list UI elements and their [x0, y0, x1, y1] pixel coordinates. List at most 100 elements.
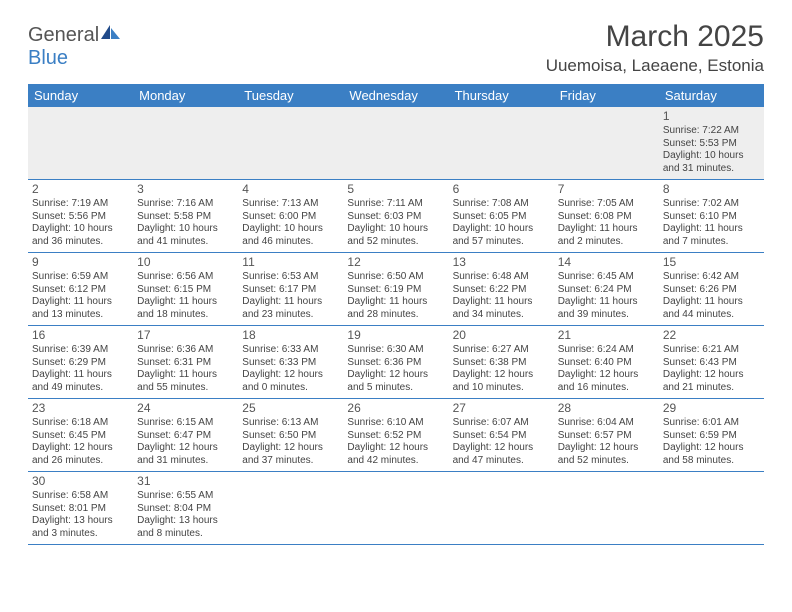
day-number: 10 [137, 255, 234, 270]
sunrise-text: Sunrise: 6:10 AM [347, 417, 444, 430]
day-number: 7 [558, 182, 655, 197]
sunrise-text: Sunrise: 6:13 AM [242, 417, 339, 430]
calendar-day: 11Sunrise: 6:53 AMSunset: 6:17 PMDayligh… [238, 253, 343, 326]
calendar-day: 2Sunrise: 7:19 AMSunset: 5:56 PMDaylight… [28, 180, 133, 253]
calendar-day [343, 472, 448, 545]
daylight-text: Daylight: 11 hours [558, 296, 655, 309]
sunrise-text: Sunrise: 6:01 AM [663, 417, 760, 430]
day-number: 31 [137, 474, 234, 489]
sunrise-text: Sunrise: 7:05 AM [558, 198, 655, 211]
calendar-day: 28Sunrise: 6:04 AMSunset: 6:57 PMDayligh… [554, 399, 659, 472]
day-number: 23 [32, 401, 129, 416]
header: GeneralBlue March 2025 Uuemoisa, Laeaene… [28, 20, 764, 76]
daylight-text: Daylight: 11 hours [663, 223, 760, 236]
calendar-day: 26Sunrise: 6:10 AMSunset: 6:52 PMDayligh… [343, 399, 448, 472]
daylight-text: Daylight: 12 hours [558, 442, 655, 455]
sunrise-text: Sunrise: 6:36 AM [137, 344, 234, 357]
day-number: 16 [32, 328, 129, 343]
day-number: 18 [242, 328, 339, 343]
sunrise-text: Sunrise: 6:18 AM [32, 417, 129, 430]
calendar-day: 23Sunrise: 6:18 AMSunset: 6:45 PMDayligh… [28, 399, 133, 472]
daylight-text: and 42 minutes. [347, 455, 444, 468]
sunrise-text: Sunrise: 6:53 AM [242, 271, 339, 284]
daylight-text: and 0 minutes. [242, 382, 339, 395]
daylight-text: Daylight: 12 hours [453, 442, 550, 455]
daylight-text: Daylight: 11 hours [137, 296, 234, 309]
daylight-text: and 49 minutes. [32, 382, 129, 395]
sunrise-text: Sunrise: 6:33 AM [242, 344, 339, 357]
sunset-text: Sunset: 6:40 PM [558, 357, 655, 370]
daylight-text: Daylight: 12 hours [558, 369, 655, 382]
sunset-text: Sunset: 6:33 PM [242, 357, 339, 370]
sunrise-text: Sunrise: 7:16 AM [137, 198, 234, 211]
sunset-text: Sunset: 6:24 PM [558, 284, 655, 297]
daylight-text: and 46 minutes. [242, 236, 339, 249]
calendar-day: 7Sunrise: 7:05 AMSunset: 6:08 PMDaylight… [554, 180, 659, 253]
sunrise-text: Sunrise: 6:58 AM [32, 490, 129, 503]
daylight-text: Daylight: 11 hours [558, 223, 655, 236]
sunrise-text: Sunrise: 6:42 AM [663, 271, 760, 284]
sunset-text: Sunset: 6:03 PM [347, 211, 444, 224]
daylight-text: and 47 minutes. [453, 455, 550, 468]
daylight-text: Daylight: 12 hours [663, 442, 760, 455]
day-number: 21 [558, 328, 655, 343]
daylight-text: and 16 minutes. [558, 382, 655, 395]
sunrise-text: Sunrise: 7:02 AM [663, 198, 760, 211]
calendar-day: 12Sunrise: 6:50 AMSunset: 6:19 PMDayligh… [343, 253, 448, 326]
calendar-day: 10Sunrise: 6:56 AMSunset: 6:15 PMDayligh… [133, 253, 238, 326]
sunset-text: Sunset: 6:19 PM [347, 284, 444, 297]
sunrise-text: Sunrise: 7:13 AM [242, 198, 339, 211]
sunset-text: Sunset: 5:58 PM [137, 211, 234, 224]
sunset-text: Sunset: 6:26 PM [663, 284, 760, 297]
day-number: 27 [453, 401, 550, 416]
calendar-day: 24Sunrise: 6:15 AMSunset: 6:47 PMDayligh… [133, 399, 238, 472]
daylight-text: and 8 minutes. [137, 528, 234, 541]
day-number: 19 [347, 328, 444, 343]
calendar-week: 1Sunrise: 7:22 AMSunset: 5:53 PMDaylight… [28, 107, 764, 180]
calendar-day: 9Sunrise: 6:59 AMSunset: 6:12 PMDaylight… [28, 253, 133, 326]
daylight-text: Daylight: 12 hours [663, 369, 760, 382]
day-number: 3 [137, 182, 234, 197]
sunrise-text: Sunrise: 6:55 AM [137, 490, 234, 503]
weekday-header: Wednesday [343, 84, 448, 107]
calendar-day: 22Sunrise: 6:21 AMSunset: 6:43 PMDayligh… [659, 326, 764, 399]
daylight-text: Daylight: 12 hours [347, 442, 444, 455]
daylight-text: Daylight: 10 hours [32, 223, 129, 236]
calendar-week: 9Sunrise: 6:59 AMSunset: 6:12 PMDaylight… [28, 253, 764, 326]
sunrise-text: Sunrise: 7:19 AM [32, 198, 129, 211]
logo-text: GeneralBlue [28, 24, 121, 70]
daylight-text: and 3 minutes. [32, 528, 129, 541]
logo-part2: Blue [28, 47, 68, 69]
calendar-day: 29Sunrise: 6:01 AMSunset: 6:59 PMDayligh… [659, 399, 764, 472]
sunset-text: Sunset: 6:22 PM [453, 284, 550, 297]
daylight-text: and 28 minutes. [347, 309, 444, 322]
sunrise-text: Sunrise: 6:30 AM [347, 344, 444, 357]
calendar-table: Sunday Monday Tuesday Wednesday Thursday… [28, 84, 764, 545]
weekday-row: Sunday Monday Tuesday Wednesday Thursday… [28, 84, 764, 107]
logo: GeneralBlue [28, 24, 121, 70]
calendar-day: 3Sunrise: 7:16 AMSunset: 5:58 PMDaylight… [133, 180, 238, 253]
sunset-text: Sunset: 8:04 PM [137, 503, 234, 516]
daylight-text: Daylight: 10 hours [663, 150, 760, 163]
calendar-day [449, 107, 554, 180]
day-number: 1 [663, 109, 760, 124]
daylight-text: and 55 minutes. [137, 382, 234, 395]
day-number: 30 [32, 474, 129, 489]
daylight-text: Daylight: 12 hours [347, 369, 444, 382]
day-number: 22 [663, 328, 760, 343]
calendar-week: 30Sunrise: 6:58 AMSunset: 8:01 PMDayligh… [28, 472, 764, 545]
day-number: 29 [663, 401, 760, 416]
sunset-text: Sunset: 6:52 PM [347, 430, 444, 443]
daylight-text: and 26 minutes. [32, 455, 129, 468]
daylight-text: and 31 minutes. [663, 163, 760, 176]
calendar-day: 8Sunrise: 7:02 AMSunset: 6:10 PMDaylight… [659, 180, 764, 253]
sunrise-text: Sunrise: 6:48 AM [453, 271, 550, 284]
calendar-day: 13Sunrise: 6:48 AMSunset: 6:22 PMDayligh… [449, 253, 554, 326]
daylight-text: and 39 minutes. [558, 309, 655, 322]
day-number: 14 [558, 255, 655, 270]
calendar-day [343, 107, 448, 180]
weekday-header: Sunday [28, 84, 133, 107]
daylight-text: and 13 minutes. [32, 309, 129, 322]
sunrise-text: Sunrise: 6:56 AM [137, 271, 234, 284]
day-number: 13 [453, 255, 550, 270]
